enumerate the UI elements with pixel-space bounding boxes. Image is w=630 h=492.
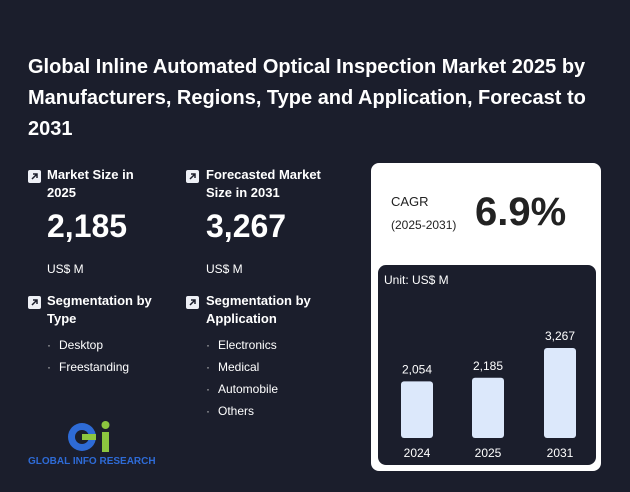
icon [186,296,199,309]
icon [28,296,41,309]
chart-unit: Unit: US$ M [384,273,449,287]
x-tick-label: 2031 [547,446,574,460]
bar [472,377,504,438]
list-item: Electronics [206,334,278,356]
value-label: 2,054 [402,362,432,376]
x-tick-label: 2024 [404,446,431,460]
segment-application-list: ElectronicsMedicalAutomobileOthers [206,334,278,422]
list-item: Medical [206,356,278,378]
segment-type-label: Segmentation by Type [47,293,152,326]
list-item: Desktop [47,334,129,356]
chart: 2,054 2024 2,185 2025 3,267 2031 [401,329,576,460]
unit: US$ M [47,262,84,276]
logo-text: GLOBAL INFO RESEARCH [28,456,156,467]
chart-panel: Unit: US$ M 2,054 2024 2,185 2025 3,267 2031 [378,265,596,465]
segment-application-label: Segmentation by Application [206,293,311,326]
bar [401,381,433,438]
market-size-value: 2,185 [47,208,128,244]
segment-type-list: DesktopFreestanding [47,334,129,378]
value-label: 3,267 [545,329,575,343]
list-item: Freestanding [47,356,129,378]
title: Global Inline Automated Optical Inspecti… [28,56,586,140]
cagr-label: CAGR [391,194,429,209]
market-size-label: Market Size in 2025 [47,167,134,200]
icon [186,170,199,183]
list-item: Automobile [206,378,278,400]
bar [544,348,576,438]
unit: US$ M [206,262,243,276]
icon [28,170,41,183]
cagr-period: (2025-2031) [391,218,457,232]
forecast-value: 3,267 [206,208,287,244]
x-tick-label: 2025 [475,446,502,460]
cagr-value: 6.9% [475,190,567,234]
value-label: 2,185 [473,359,503,373]
list-item: Others [206,400,278,422]
logo-mark [68,421,110,452]
forecast-label: Forecasted Market Size in 2031 [206,167,321,200]
